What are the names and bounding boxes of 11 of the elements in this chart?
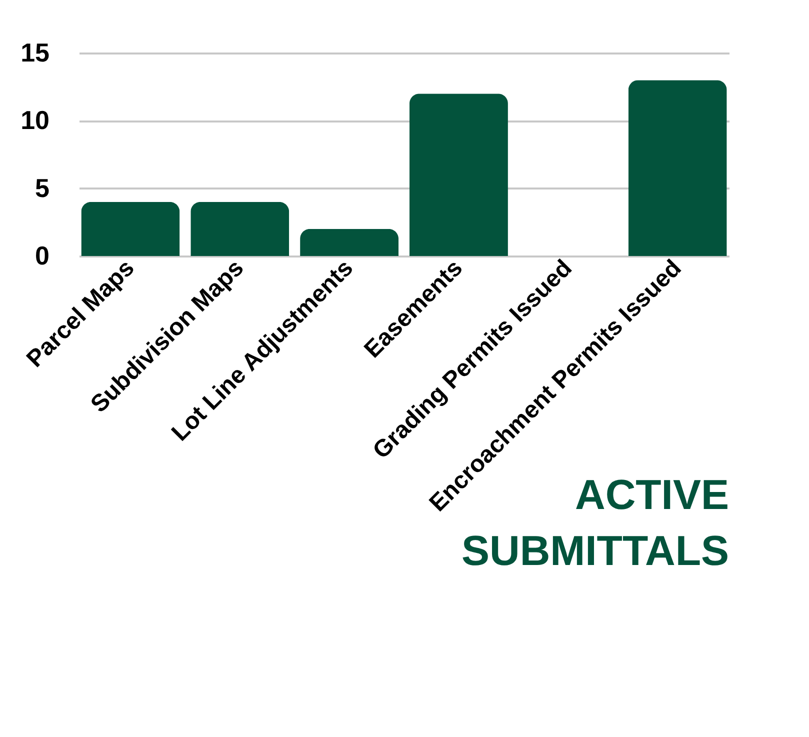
bar [628, 80, 727, 256]
bar [409, 94, 508, 256]
bar [300, 228, 399, 256]
y-tick-label: 0 [35, 240, 50, 270]
bar [190, 202, 290, 256]
text: ACTIVE [574, 470, 729, 518]
bar [81, 202, 180, 256]
y-tick-label: 15 [20, 38, 50, 68]
y-tick-label: 5 [35, 172, 50, 203]
text: SUBMITTALS [461, 526, 729, 574]
y-tick-label: 10 [20, 105, 50, 136]
